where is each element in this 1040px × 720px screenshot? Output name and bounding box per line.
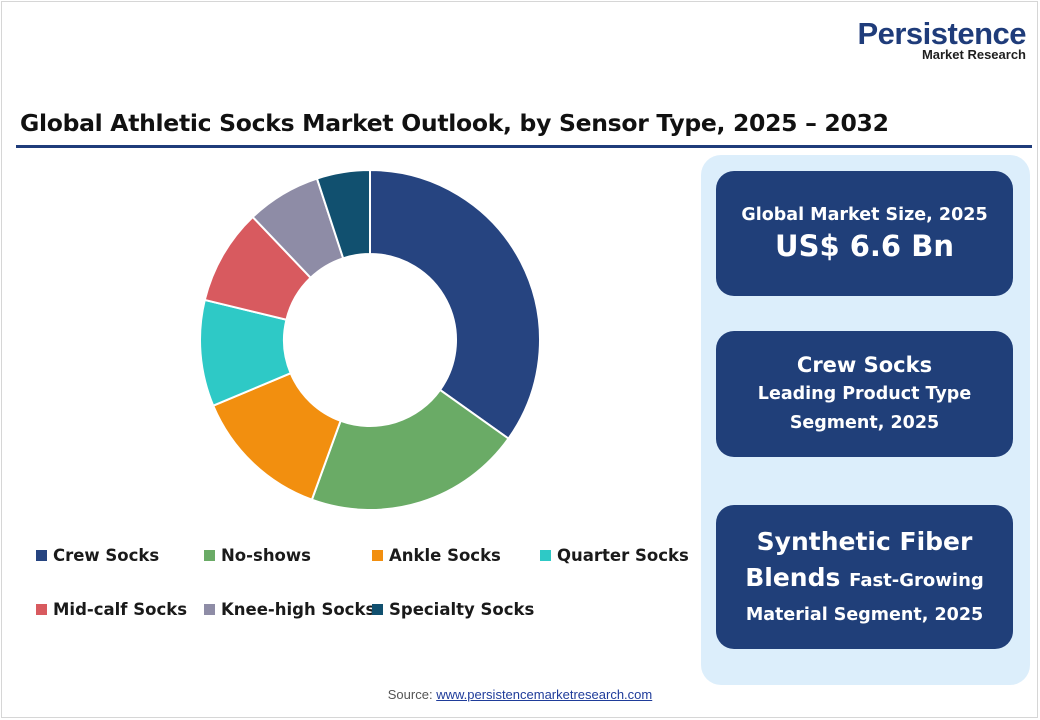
legend-item-knee-high-socks: Knee-high Socks — [204, 600, 375, 619]
legend-swatch — [372, 604, 383, 615]
legend-swatch — [36, 550, 47, 561]
legend-swatch — [204, 550, 215, 561]
fast-growing-line-2: Blends Fast-Growing — [745, 560, 984, 599]
donut-chart — [199, 168, 541, 511]
legend-label: Crew Socks — [53, 546, 160, 565]
company-logo: Persistence Market Research — [857, 18, 1026, 62]
fast-growing-desc-2: Material Segment, 2025 — [745, 604, 984, 625]
donut-slice-crew-socks — [369, 168, 541, 441]
legend-item-quarter-socks: Quarter Socks — [540, 546, 689, 565]
logo-sub-text: Market Research — [921, 47, 1026, 62]
source-link[interactable]: www.persistencemarketresearch.com — [436, 687, 653, 702]
market-size-value: US$ 6.6 Bn — [775, 228, 954, 263]
market-size-card: Global Market Size, 2025 US$ 6.6 Bn — [716, 171, 1013, 296]
legend-label: Quarter Socks — [557, 546, 689, 565]
legend-label: Mid-calf Socks — [53, 600, 188, 619]
leading-segment-name: Crew Socks — [796, 353, 933, 377]
legend-swatch — [540, 550, 551, 561]
leading-segment-card: Crew Socks Leading Product Type Segment,… — [716, 331, 1013, 457]
leading-segment-desc-1: Leading Product Type — [757, 384, 972, 404]
legend-label: No-shows — [221, 546, 311, 565]
fast-growing-name-1: Synthetic Fiber — [756, 526, 973, 556]
legend-swatch — [372, 550, 383, 561]
logo-main-text: Persistence — [857, 16, 1026, 51]
source-label: Source: — [387, 687, 433, 702]
title-divider — [16, 145, 1032, 148]
donut-slice-specialty-socks — [315, 168, 371, 260]
legend-item-no-shows: No-shows — [204, 546, 311, 565]
legend-swatch — [36, 604, 47, 615]
chart-legend: Crew Socks No-shows Ankle Socks Quarter Soc… — [36, 546, 696, 636]
legend-label: Knee-high Socks — [221, 600, 376, 619]
legend-item-mid-calf-socks: Mid-calf Socks — [36, 600, 187, 619]
leading-segment-desc-2: Segment, 2025 — [789, 413, 940, 433]
legend-item-ankle-socks: Ankle Socks — [372, 546, 501, 565]
legend-swatch — [204, 604, 215, 615]
legend-label: Specialty Socks — [389, 600, 535, 619]
source-note: Source: www.persistencemarketresearch.co… — [0, 687, 1040, 702]
fast-growing-card: Synthetic Fiber Blends Fast-Growing Mate… — [716, 505, 1013, 649]
legend-item-crew-socks: Crew Socks — [36, 546, 159, 565]
fast-growing-desc-1: Fast-Growing — [849, 569, 984, 591]
chart-title: Global Athletic Socks Market Outlook, by… — [20, 109, 889, 137]
market-size-label: Global Market Size, 2025 — [741, 204, 988, 225]
fast-growing-name-2: Blends — [745, 562, 841, 592]
legend-label: Ankle Socks — [389, 546, 501, 565]
legend-item-specialty-socks: Specialty Socks — [372, 600, 534, 619]
donut-slice-no-shows — [310, 388, 510, 511]
